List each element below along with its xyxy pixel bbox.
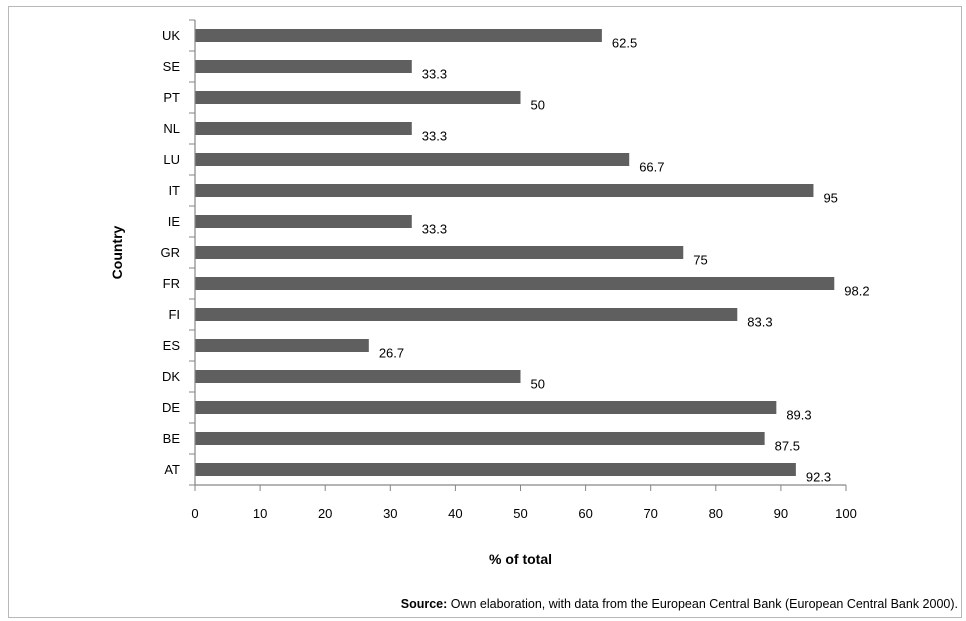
value-label-fi: 83.3 [747, 315, 772, 330]
value-label-be: 87.5 [775, 439, 800, 454]
bar-gr [195, 246, 684, 259]
bar-de [195, 401, 777, 414]
category-label-uk: UK [162, 28, 180, 43]
value-label-se: 33.3 [422, 67, 447, 82]
y-axis-title: Country [109, 225, 125, 279]
category-label-gr: GR [161, 245, 181, 260]
value-label-nl: 33.3 [422, 129, 447, 144]
source-label: Source: [400, 597, 448, 611]
x-tick-label: 70 [643, 506, 657, 521]
x-tick-labels-group: 0 10 20 30 40 50 60 70 80 90 100 [191, 506, 856, 521]
category-label-lu: LU [163, 152, 180, 167]
category-label-ie: IE [168, 214, 181, 229]
bar-be [195, 432, 765, 445]
value-label-ie: 33.3 [422, 222, 447, 237]
bar-fi [195, 308, 738, 321]
x-tick-label: 40 [448, 506, 462, 521]
bar-lu [195, 153, 630, 166]
bar-fr [195, 277, 835, 290]
bar-ie [195, 215, 412, 228]
category-label-nl: NL [163, 121, 180, 136]
value-label-lu: 66.7 [639, 160, 664, 175]
value-label-fr: 98.2 [844, 284, 869, 299]
value-label-dk: 50 [531, 377, 545, 392]
source-note: Source: Own elaboration, with data from … [401, 597, 958, 611]
source-text: Own elaboration, with data from the Euro… [447, 597, 958, 611]
category-label-se: SE [163, 59, 181, 74]
category-label-es: ES [163, 338, 181, 353]
value-label-gr: 75 [693, 253, 707, 268]
x-tick-label: 80 [709, 506, 723, 521]
x-tick-label: 50 [513, 506, 527, 521]
axes-group [189, 19, 847, 491]
category-label-de: DE [162, 400, 180, 415]
category-label-fr: FR [163, 276, 180, 291]
bar-at [195, 463, 796, 476]
bar-nl [195, 122, 412, 135]
value-label-at: 92.3 [806, 470, 831, 485]
bar-se [195, 60, 412, 73]
bar-es [195, 339, 369, 352]
bar-uk [195, 29, 602, 42]
category-label-pt: PT [163, 90, 180, 105]
x-tick-label: 30 [383, 506, 397, 521]
bars-group [195, 29, 835, 476]
category-labels-group: UK SE PT NL LU IT IE GR FR FI ES DK DE BE AT [161, 28, 181, 477]
value-labels-group: 62.5 33.3 50 33.3 66.7 95 33.3 75 98.2 83.3 26.7 50… [379, 36, 870, 485]
x-tick-label: 10 [253, 506, 267, 521]
bar-it [195, 184, 814, 197]
category-label-fi: FI [168, 307, 180, 322]
category-label-be: BE [163, 431, 181, 446]
category-label-it: IT [168, 183, 180, 198]
x-tick-label: 20 [318, 506, 332, 521]
value-label-es: 26.7 [379, 346, 404, 361]
bar-pt [195, 91, 521, 104]
x-axis-title: % of total [489, 551, 552, 567]
category-label-at: AT [164, 462, 180, 477]
value-label-de: 89.3 [786, 408, 811, 423]
value-label-pt: 50 [531, 98, 545, 113]
bar-dk [195, 370, 521, 383]
value-label-it: 95 [823, 191, 837, 206]
x-tick-label: 100 [835, 506, 857, 521]
category-label-dk: DK [162, 369, 180, 384]
value-label-uk: 62.5 [612, 36, 637, 51]
x-tick-label: 0 [191, 506, 198, 521]
x-tick-label: 90 [774, 506, 788, 521]
x-tick-label: 60 [578, 506, 592, 521]
